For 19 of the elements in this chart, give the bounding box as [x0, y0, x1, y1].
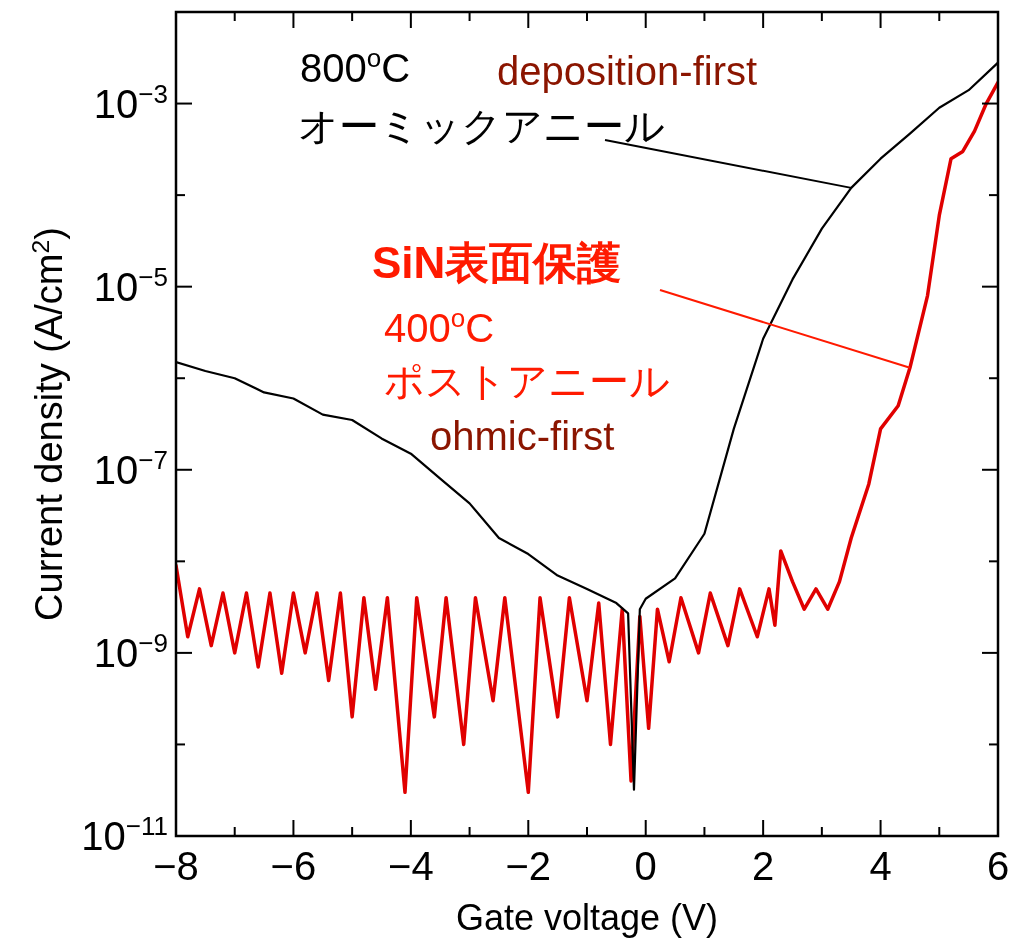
x-tick-label: −6	[270, 844, 317, 888]
annotation: ohmic-first	[430, 414, 615, 458]
x-tick-label: −2	[505, 844, 552, 888]
y-tick-label: 10$^{−7}$	[93, 444, 168, 492]
annotation: ポストアニール	[384, 359, 670, 403]
annotation: 400$^{o}$C	[384, 303, 495, 350]
annotation: 800$^{o}$C	[300, 43, 411, 90]
annotation: deposition-first	[497, 49, 758, 93]
y-tick-label: 10$^{−9}$	[93, 627, 168, 675]
annotation: オーミックアニール	[298, 104, 665, 148]
x-tick-label: 4	[869, 844, 892, 888]
y-tick-label: 10$^{−3}$	[93, 78, 168, 126]
x-tick-label: 0	[634, 844, 657, 888]
x-axis-title: Gate voltage (V)	[455, 897, 719, 938]
x-tick-label: 2	[752, 844, 775, 888]
annotation: SiN表面保護	[372, 238, 622, 287]
y-tick-label: 10$^{−5}$	[93, 261, 168, 309]
x-tick-label: −4	[388, 844, 434, 888]
x-tick-label: 6	[986, 844, 1010, 888]
